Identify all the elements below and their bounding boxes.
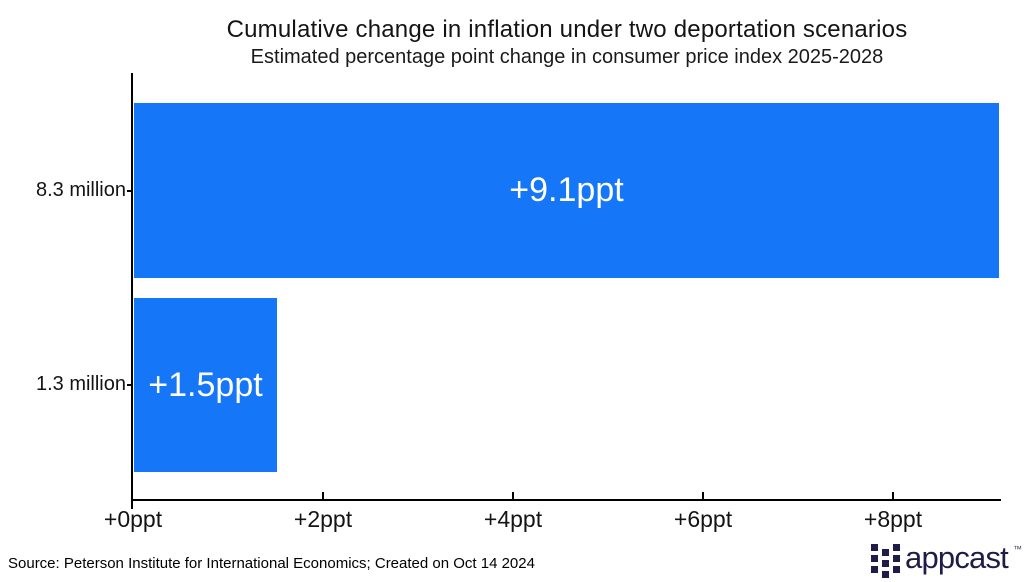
chart-subtitle: Estimated percentage point change in con… xyxy=(250,46,884,68)
chart-title: Cumulative change in inflation under two… xyxy=(226,16,908,43)
x-tick-label-1: +2ppt xyxy=(293,506,353,532)
x-tick-2 xyxy=(512,492,514,499)
y-category-label-0: 8.3 million xyxy=(35,179,126,201)
bar-value-label-1: +1.5ppt xyxy=(148,365,263,404)
bar-1: +1.5ppt xyxy=(134,298,277,472)
x-tick-label-2: +4ppt xyxy=(483,506,543,532)
appcast-grid-icon xyxy=(871,544,900,580)
x-tick-1 xyxy=(322,492,324,499)
trademark-icon: ™ xyxy=(1012,544,1022,554)
x-axis xyxy=(131,499,1001,501)
y-category-label-1: 1.3 million xyxy=(35,373,126,395)
y-tick-0 xyxy=(127,190,133,192)
x-tick-label-0: +0ppt xyxy=(103,506,163,532)
x-tick-4 xyxy=(892,492,894,499)
x-tick-3 xyxy=(702,492,704,499)
appcast-logo-text: appcast xyxy=(905,540,1009,575)
bar-value-label-0: +9.1ppt xyxy=(509,171,624,209)
source-text: Source: Peterson Institute for Internati… xyxy=(8,555,535,572)
bar-0: +9.1ppt xyxy=(134,103,999,278)
x-tick-label-3: +6ppt xyxy=(673,506,733,532)
x-tick-label-4: +8ppt xyxy=(863,506,923,532)
y-tick-1 xyxy=(127,384,133,386)
y-axis xyxy=(131,73,133,509)
appcast-logo: appcast ™ xyxy=(871,540,1022,580)
